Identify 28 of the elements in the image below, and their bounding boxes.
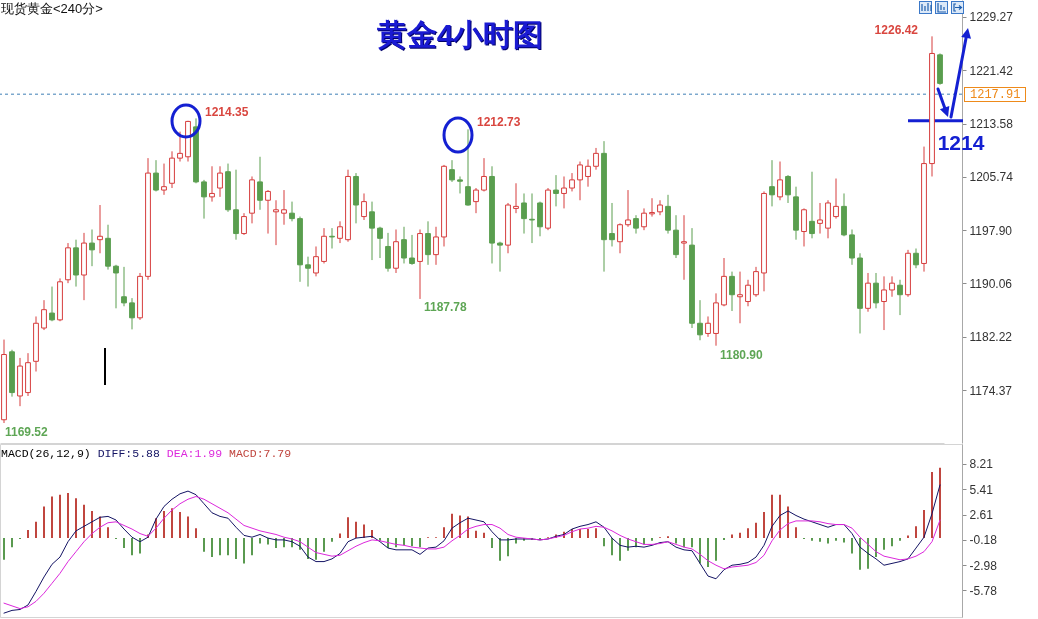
y-tick-label: 1174.37 — [969, 383, 1013, 398]
y-tick-label: 1205.74 — [969, 170, 1014, 185]
annotation: 1180.90 — [720, 347, 763, 363]
y-tick-label: 1190.06 — [969, 276, 1013, 291]
annotation: 1212.73 — [477, 114, 521, 130]
y-tick-label: -0.18 — [969, 533, 998, 548]
annotation: 1169.52 — [5, 424, 48, 440]
annotation: 1187.78 — [424, 299, 467, 315]
y-tick-label: 1182.22 — [969, 330, 1013, 345]
y-tick-label: 1213.58 — [969, 117, 1014, 132]
chart-subtitle: 现货黄金<240分> — [1, 1, 103, 16]
y-tick-label: 1221.42 — [969, 63, 1014, 78]
ref-line-label: 1214 — [937, 130, 985, 154]
text: DIFF:5.88 — [97, 447, 160, 460]
y-tick-label: 1229.27 — [969, 10, 1014, 25]
y-tick-label: -5.78 — [969, 583, 998, 598]
y-tick-label: 2.61 — [969, 508, 994, 522]
y-tick-label: 8.21 — [969, 457, 994, 472]
text: 黄金4小时图 — [375, 17, 545, 53]
annotation: 1226.42 — [874, 22, 918, 38]
y-tick-label: 1197.90 — [969, 223, 1013, 238]
chart-title: MACD(26,12,9) — [1, 447, 91, 460]
text: DEA:1.99 — [166, 447, 223, 460]
annotation: 1214.35 — [205, 104, 249, 120]
ref-line-label: 1217.91 — [964, 87, 1027, 103]
text: MACD:7.79 — [229, 447, 292, 460]
y-tick-label: -2.98 — [969, 558, 998, 573]
y-tick-label: 5.41 — [969, 482, 994, 497]
